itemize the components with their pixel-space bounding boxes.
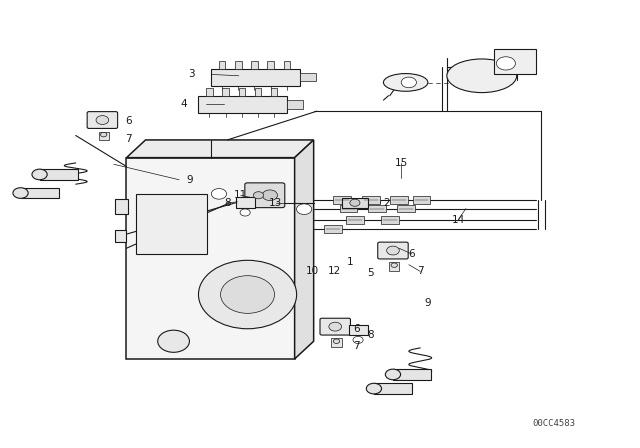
- Text: 15: 15: [395, 158, 408, 168]
- Circle shape: [366, 383, 381, 394]
- Bar: [381, 215, 399, 224]
- Bar: [393, 369, 431, 380]
- Bar: [99, 132, 109, 140]
- Bar: [115, 230, 127, 242]
- Text: 7: 7: [353, 340, 360, 351]
- Circle shape: [253, 192, 264, 199]
- Bar: [362, 196, 380, 204]
- Bar: [374, 383, 412, 394]
- Bar: [397, 205, 415, 212]
- Text: 11: 11: [234, 190, 247, 200]
- Text: 3: 3: [189, 69, 195, 79]
- Bar: [324, 225, 342, 233]
- Bar: [219, 61, 225, 69]
- Bar: [255, 88, 261, 96]
- Text: 12: 12: [327, 267, 340, 276]
- Circle shape: [391, 263, 397, 267]
- Bar: [268, 61, 274, 69]
- Circle shape: [221, 276, 275, 313]
- Circle shape: [198, 260, 296, 329]
- Bar: [349, 325, 367, 336]
- Text: 14: 14: [452, 215, 465, 224]
- Text: 13: 13: [269, 198, 282, 208]
- Text: 6: 6: [353, 324, 360, 334]
- Bar: [198, 96, 287, 113]
- Circle shape: [296, 204, 312, 215]
- Bar: [211, 69, 300, 86]
- Bar: [136, 194, 207, 254]
- Ellipse shape: [447, 59, 516, 93]
- Bar: [284, 61, 290, 69]
- Circle shape: [333, 339, 340, 344]
- Text: 9: 9: [424, 298, 431, 308]
- Bar: [239, 88, 245, 96]
- Circle shape: [329, 322, 342, 331]
- Text: 8: 8: [367, 331, 374, 340]
- Circle shape: [157, 330, 189, 352]
- Bar: [389, 262, 399, 271]
- Bar: [115, 198, 128, 214]
- Text: 8: 8: [224, 198, 230, 208]
- Polygon shape: [294, 140, 314, 359]
- Text: 7: 7: [125, 134, 132, 144]
- Bar: [332, 338, 342, 347]
- Text: 10: 10: [306, 267, 319, 276]
- Text: 7: 7: [417, 267, 424, 276]
- Text: 00CC4583: 00CC4583: [532, 419, 575, 428]
- FancyBboxPatch shape: [245, 183, 285, 207]
- Text: 9: 9: [187, 175, 193, 185]
- Circle shape: [32, 169, 47, 180]
- Bar: [236, 198, 255, 208]
- Circle shape: [385, 369, 401, 380]
- Bar: [368, 205, 386, 212]
- FancyBboxPatch shape: [320, 318, 351, 335]
- Circle shape: [262, 190, 278, 201]
- Bar: [20, 188, 59, 198]
- Bar: [346, 215, 364, 224]
- Bar: [206, 88, 212, 96]
- Circle shape: [387, 246, 399, 255]
- FancyBboxPatch shape: [87, 112, 118, 129]
- Text: 1: 1: [347, 257, 354, 267]
- Circle shape: [240, 209, 250, 216]
- Circle shape: [350, 199, 360, 206]
- Circle shape: [211, 189, 227, 199]
- Bar: [127, 158, 294, 359]
- Bar: [390, 196, 408, 204]
- Bar: [252, 61, 258, 69]
- Text: 6: 6: [409, 249, 415, 259]
- Bar: [495, 49, 536, 73]
- Circle shape: [13, 188, 28, 198]
- Text: 5: 5: [367, 267, 374, 278]
- Bar: [223, 88, 229, 96]
- Bar: [333, 196, 351, 204]
- Bar: [40, 169, 77, 180]
- Circle shape: [401, 77, 417, 88]
- Circle shape: [100, 133, 107, 137]
- Text: 6: 6: [125, 116, 132, 126]
- Bar: [300, 73, 316, 81]
- Bar: [235, 61, 241, 69]
- Bar: [413, 196, 430, 204]
- Text: 4: 4: [180, 99, 187, 109]
- FancyBboxPatch shape: [378, 242, 408, 259]
- Circle shape: [96, 116, 109, 125]
- Bar: [342, 198, 367, 207]
- Circle shape: [497, 57, 515, 70]
- Circle shape: [353, 336, 363, 344]
- Bar: [287, 100, 303, 109]
- Bar: [271, 88, 277, 96]
- Polygon shape: [127, 140, 314, 158]
- Text: 2: 2: [383, 198, 390, 208]
- Bar: [340, 205, 357, 212]
- Ellipse shape: [383, 73, 428, 91]
